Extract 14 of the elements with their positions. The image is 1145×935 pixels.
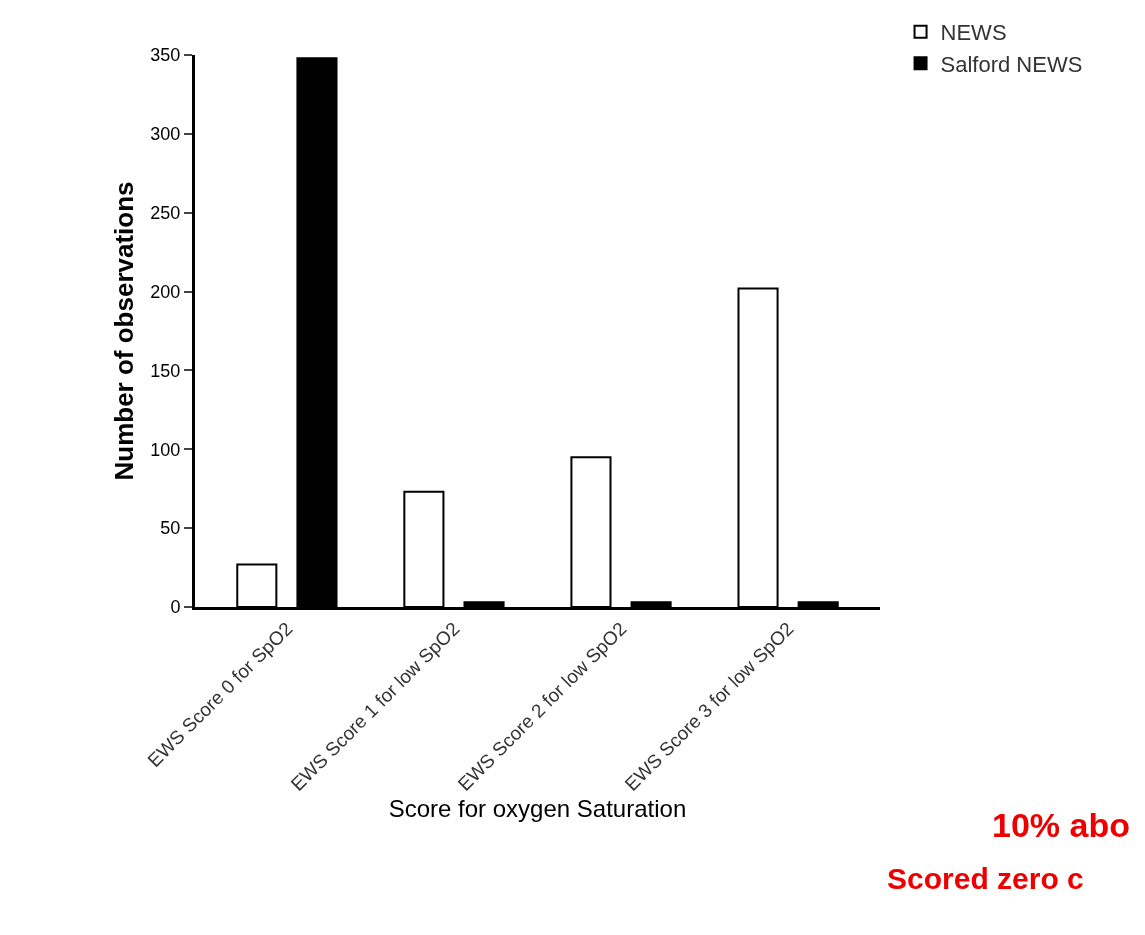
y-tick-label: 100 xyxy=(150,439,181,460)
y-tick-label: 250 xyxy=(150,203,181,224)
y-tick-label: 150 xyxy=(150,360,181,381)
legend-label: NEWS xyxy=(940,20,1007,46)
y-tick-label: 0 xyxy=(170,597,181,618)
y-tick-label: 200 xyxy=(150,281,181,302)
y-tick-label: 350 xyxy=(150,45,181,66)
y-tick-label: 300 xyxy=(150,124,181,145)
text: Scored zero c xyxy=(887,862,1084,895)
legend-label: Salford NEWS xyxy=(940,51,1083,77)
y-tick-label: 50 xyxy=(160,518,181,539)
x-axis-title: Score for oxygen Saturation xyxy=(388,794,687,822)
y-axis-title: Number of observations xyxy=(108,181,139,481)
text: 10% abo xyxy=(992,806,1130,844)
